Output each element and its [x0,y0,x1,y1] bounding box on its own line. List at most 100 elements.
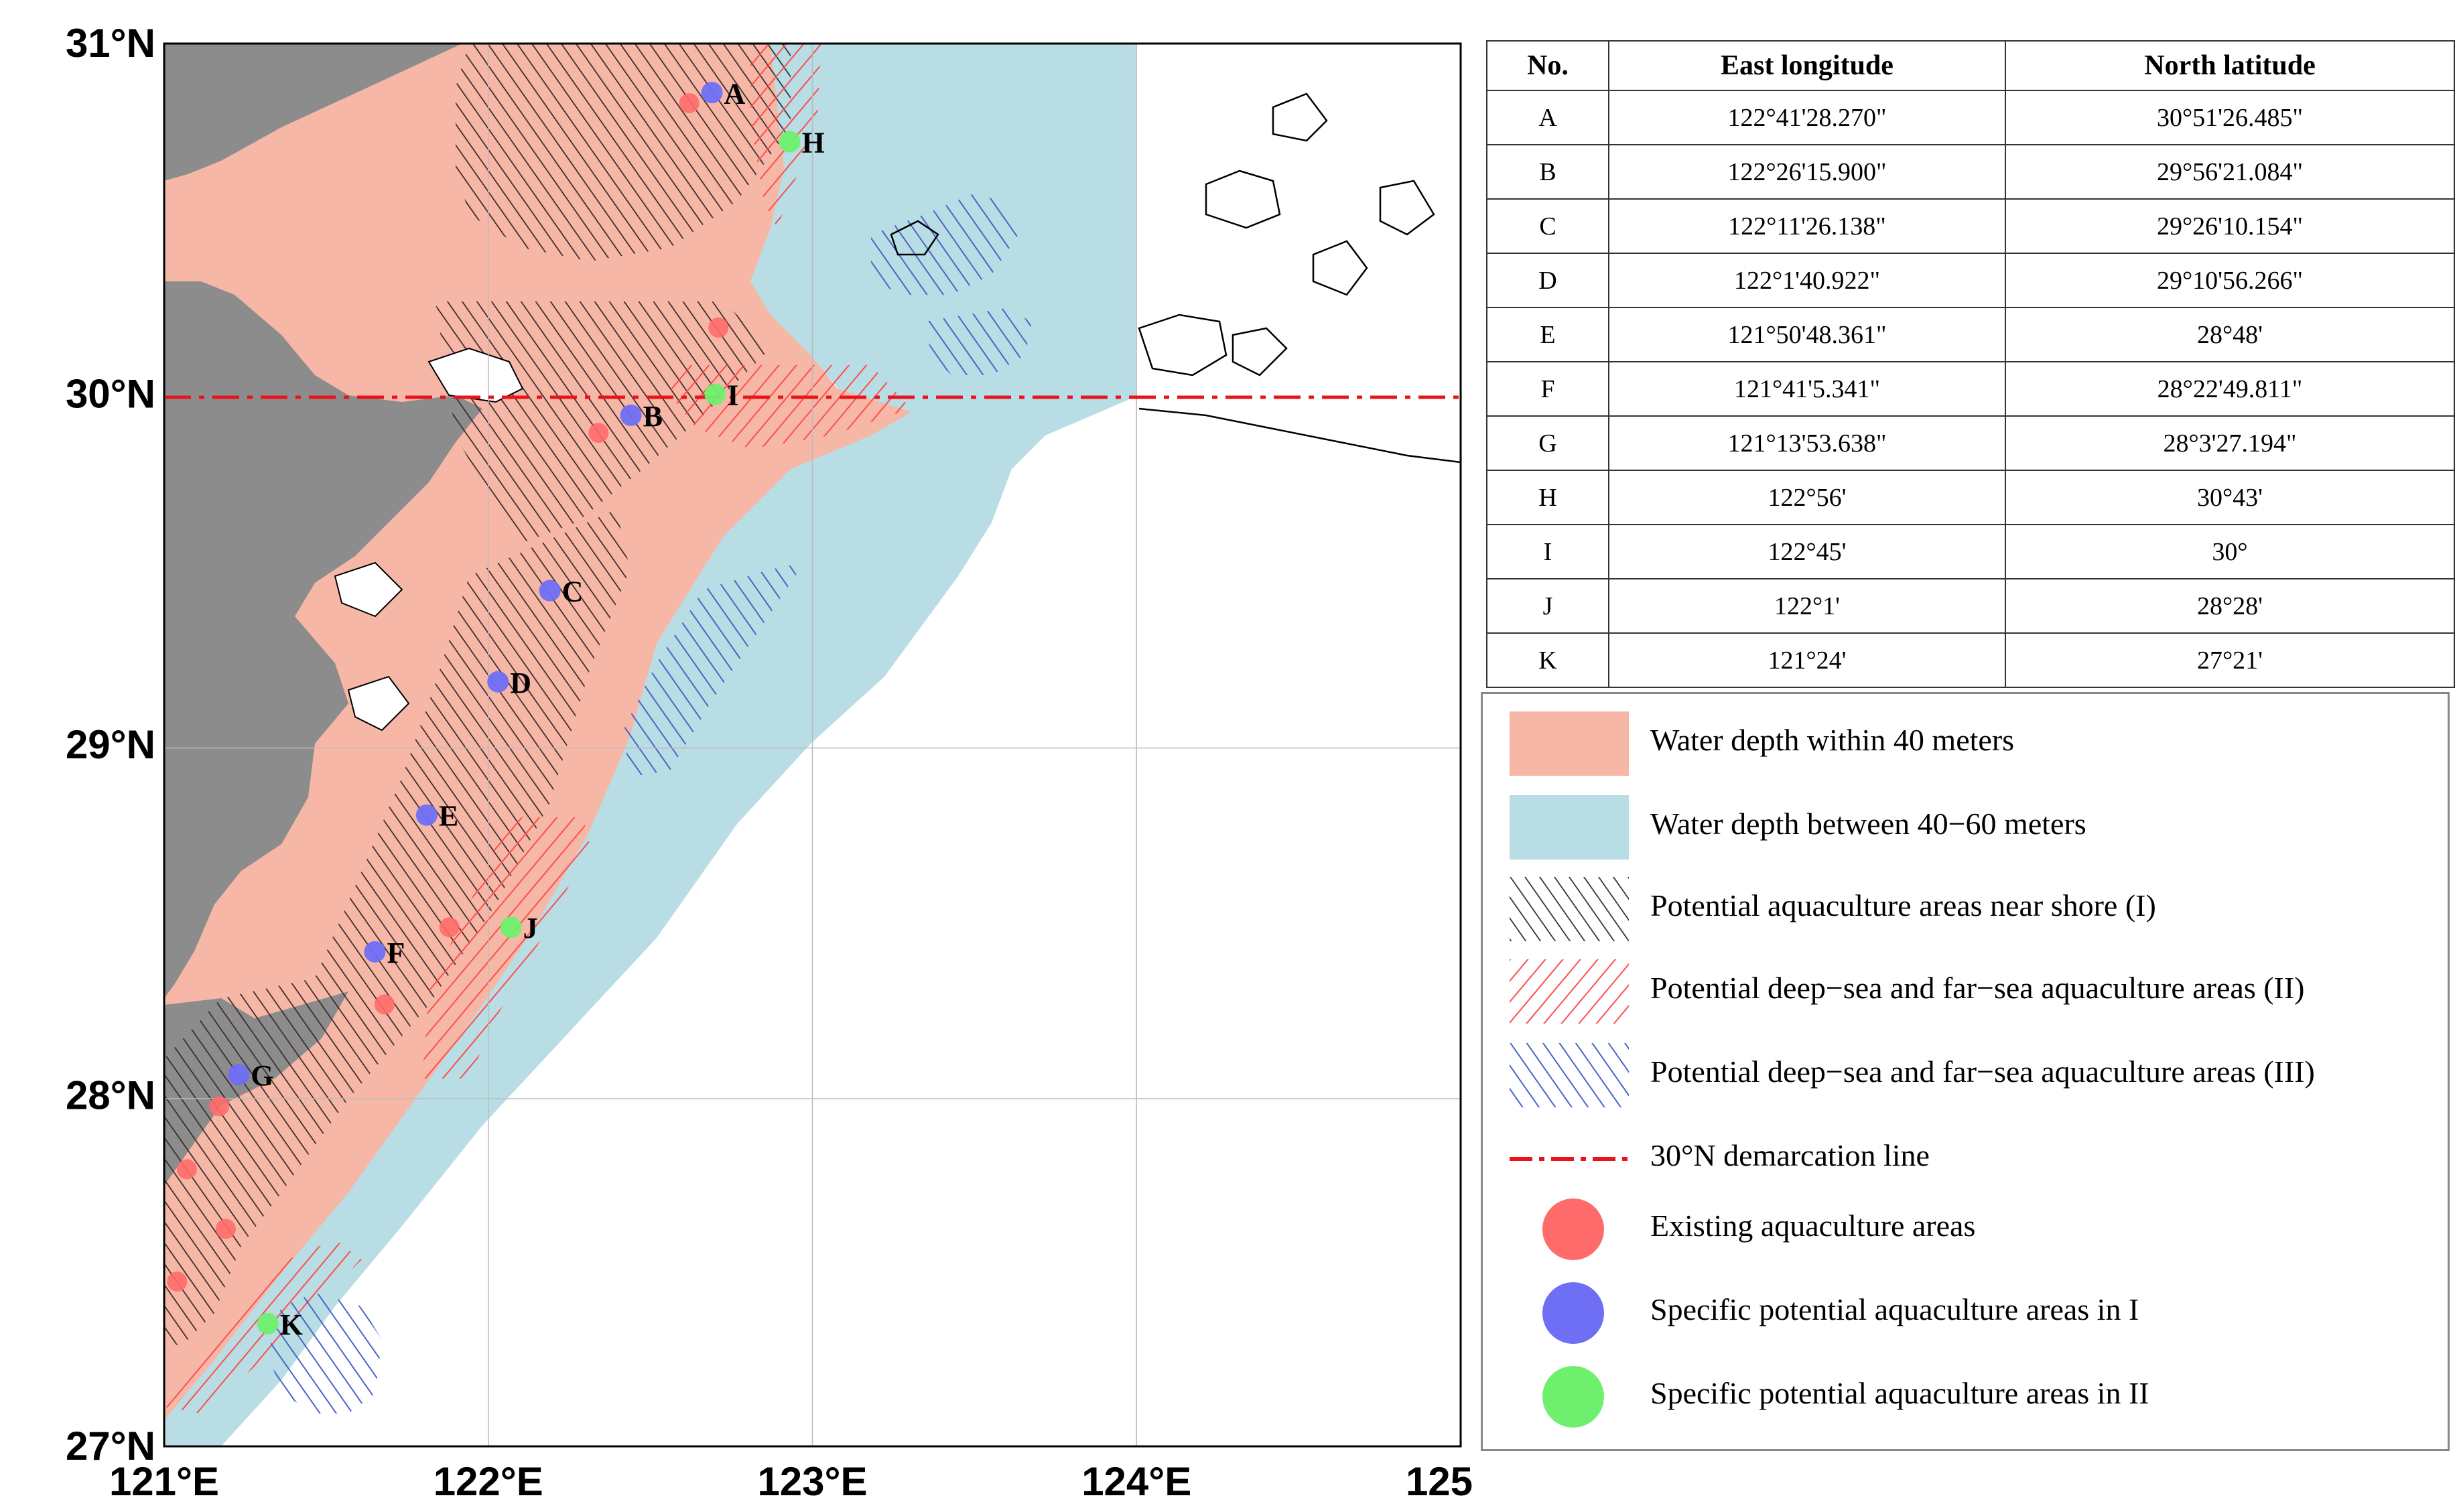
zone-III-south [268,1293,382,1414]
zone-III-north-2 [925,308,1032,375]
table-cell: 122°26'15.900" [1608,144,2006,200]
table-cell: 30° [2005,524,2455,579]
table-cell: 122°56' [1608,470,2006,525]
table-row: D 122°1'40.922" 29°10'56.266" [1486,253,2455,308]
map-frame [163,42,1462,1448]
point-label-C: C [562,575,584,608]
table-cell: D [1486,253,1609,308]
lat-label: 27°N [66,1424,155,1468]
point-markers: A B C D E F G H I J K [228,77,825,1341]
point-label-K: K [280,1308,303,1341]
point-label-A: A [724,77,746,110]
land-mainland-south [164,281,482,998]
point-label-D: D [510,667,531,699]
table-cell: 29°26'10.154" [2005,198,2455,254]
table-cell: H [1486,470,1609,525]
zone-I-south [164,509,630,1347]
table-cell: K [1486,632,1609,688]
point-marker-B [620,404,642,426]
table-header-cell: No. [1486,40,1609,91]
point-marker-H [779,131,801,153]
legend-label: Potential aquaculture areas near shore (… [1650,888,2156,922]
legend-item-specific-II: Specific potential aquaculture areas in … [1510,1361,2448,1428]
land-mainland-north [164,44,462,181]
legend-label: Specific potential aquaculture areas in … [1650,1376,2149,1410]
table-cell: A [1486,90,1609,145]
legend-swatch [1510,1043,1629,1107]
legend-swatch [1510,1365,1629,1429]
table-cell: 122°45' [1608,524,2006,579]
table-row: K 121°24' 27°21' [1486,632,2455,688]
table-header-cell: North latitude [2005,40,2455,91]
existing-aquaculture-marker [176,1159,197,1180]
table-row: A 122°41'28.270" 30°51'26.485" [1486,90,2455,145]
existing-aquaculture-marker [588,423,609,443]
lat-label: 30°N [66,372,155,417]
point-label-J: J [523,912,538,945]
point-marker-D [487,671,509,693]
existing-aquaculture-marker [679,92,700,113]
point-marker-A [701,82,723,104]
point-label-E: E [439,800,458,833]
lon-label: 125°E [1406,1459,1474,1504]
legend-label: Specific potential aquaculture areas in … [1650,1292,2139,1326]
table-cell: E [1486,307,1609,362]
point-marker-E [415,804,438,826]
lat-label: 29°N [66,722,155,767]
point-label-B: B [643,400,663,433]
point-label-I: I [727,379,738,412]
table-cell: G [1486,415,1609,471]
table-cell: 29°10'56.266" [2005,253,2455,308]
point-marker-F [364,941,386,963]
legend-swatch [1510,711,1629,776]
zone-I-central [436,301,771,543]
legend-label: Existing aquaculture areas [1650,1209,1976,1243]
point-label-F: F [387,937,405,969]
table-cell: 28°48' [2005,307,2455,362]
table-header-cell: East longitude [1608,40,2006,91]
table-cell: B [1486,144,1609,200]
legend-swatch [1510,1281,1629,1345]
table-row: C 122°11'26.138" 29°26'10.154" [1486,198,2455,254]
table-row: B 122°26'15.900" 29°56'21.084" [1486,144,2455,200]
table-cell: 28°28' [2005,578,2455,634]
legend-swatch [1510,1197,1629,1261]
point-marker-C [539,579,561,602]
existing-aquaculture-marker [215,1219,236,1239]
legend-label: Potential deep−sea and far−sea aquacultu… [1650,1054,2315,1089]
legend-label: Water depth within 40 meters [1650,723,2015,757]
table-cell: J [1486,578,1609,634]
table-cell: 122°11'26.138" [1608,198,2006,254]
table-body: A 122°41'28.270" 30°51'26.485" B 122°26'15.9… [1486,90,2455,688]
point-marker-G [228,1064,250,1086]
existing-aquaculture-marker [167,1271,188,1292]
table-cell: 30°43' [2005,470,2455,525]
existing-aquaculture-marker [209,1096,230,1117]
coordinates-table: No. East longitude North latitude A 122°41'… [1486,40,2455,688]
table-cell: 121°50'48.361" [1608,307,2006,362]
legend-item-zone-III: Potential deep−sea and far−sea aquacultu… [1510,1039,2448,1107]
zone-II-south [422,817,590,1079]
table-cell: 121°24' [1608,632,2006,688]
zone-III-central [623,563,804,777]
table-cell: 30°51'26.485" [2005,90,2455,145]
existing-aquaculture-marker [708,318,729,338]
legend-item-line: 30°N demarcation line [1510,1123,2448,1190]
table-header-row: No. East longitude North latitude [1486,40,2455,91]
lon-label: 121°E [109,1459,219,1504]
legend: Water depth within 40 meters Water depth … [1481,692,2450,1451]
legend-label: 30°N demarcation line [1650,1138,1930,1172]
legend-label: Water depth between 40−60 meters [1650,807,2086,841]
point-label-G: G [251,1059,273,1092]
legend-item-existing: Existing aquaculture areas [1510,1193,2448,1260]
table-cell: I [1486,524,1609,579]
lon-label: 122°E [434,1459,543,1504]
point-marker-K [257,1312,279,1334]
point-marker-I [704,383,726,405]
existing-aquaculture-marker [439,917,460,938]
zone-III-north-1 [871,194,1018,295]
table-row: G 121°13'53.638" 28°3'27.194" [1486,415,2455,471]
table-cell: 122°41'28.270" [1608,90,2006,145]
point-label-H: H [802,127,825,159]
